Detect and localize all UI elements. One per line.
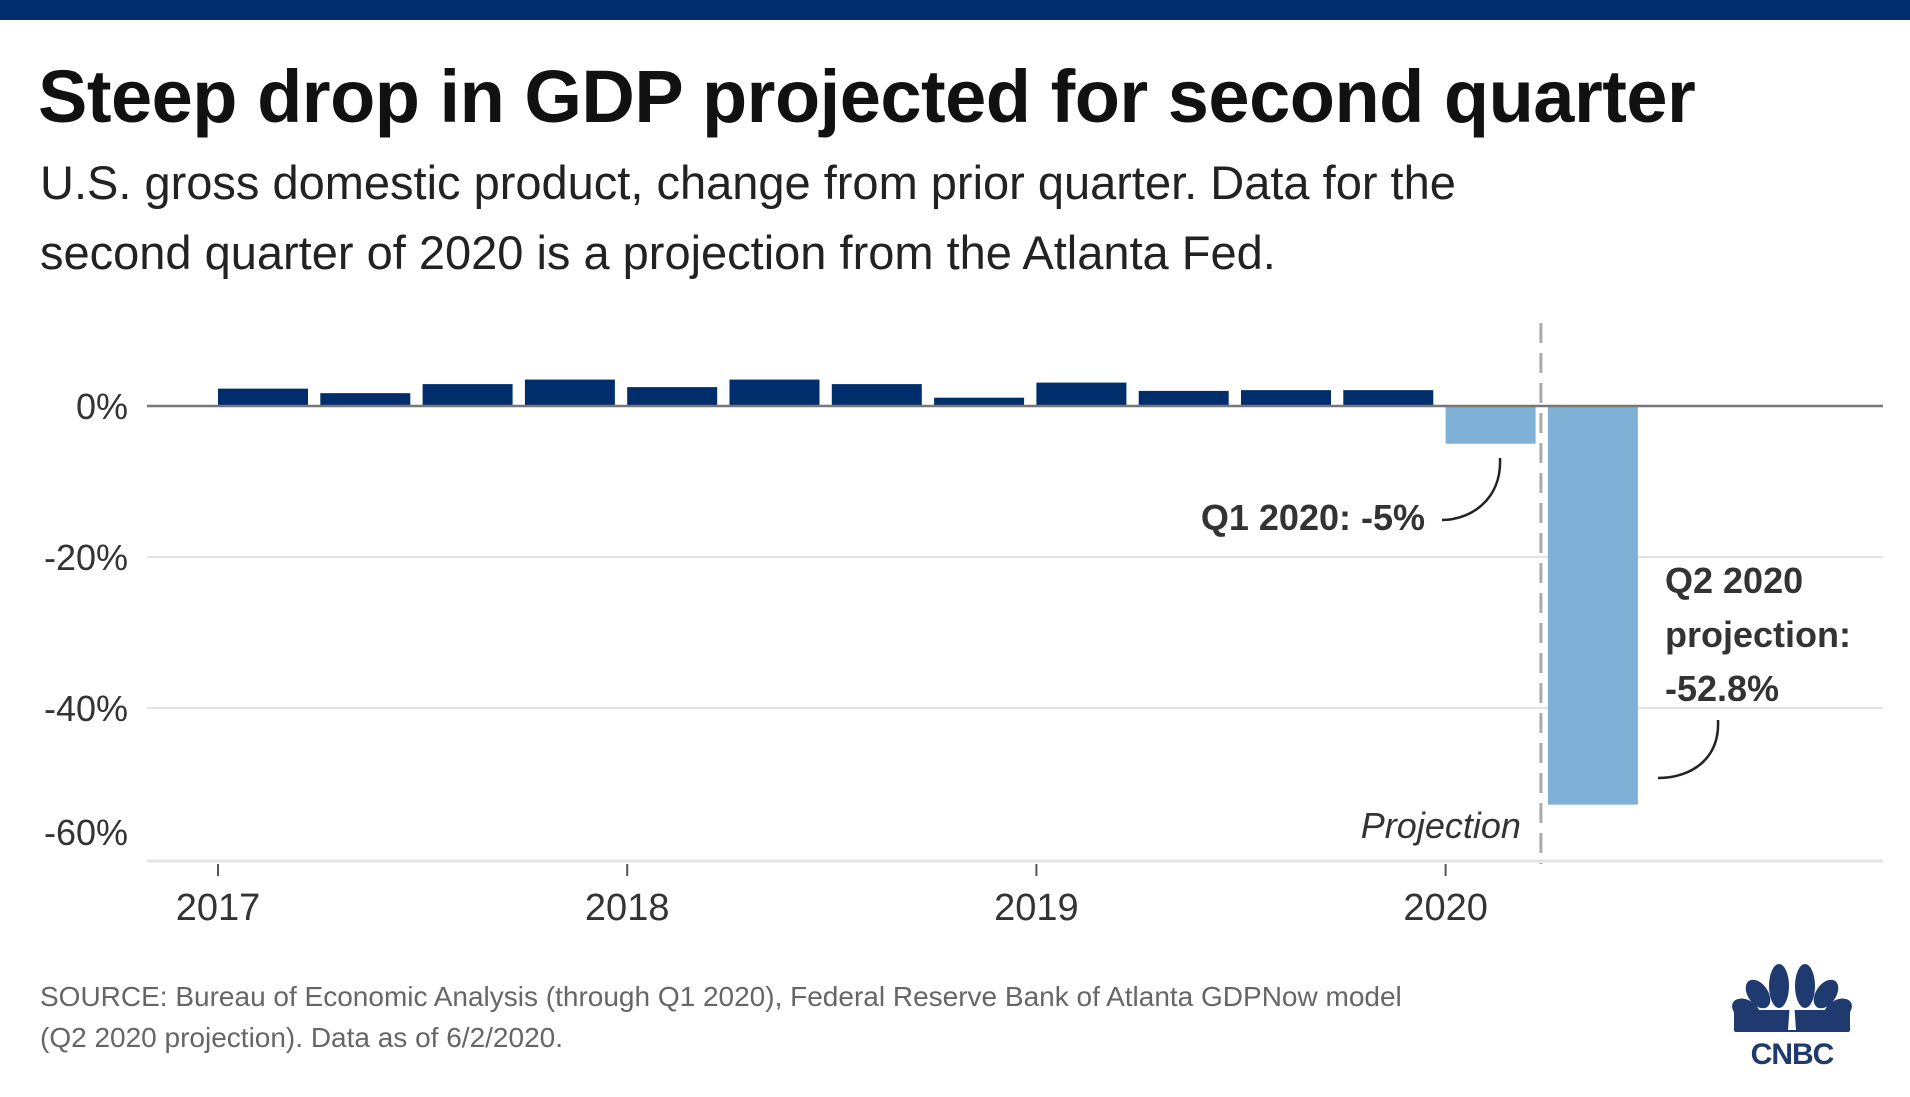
y-tick-label: -20% <box>44 537 128 578</box>
chart-title: Steep drop in GDP projected for second q… <box>38 55 1696 138</box>
cnbc-logo: CNBC <box>1732 964 1852 1068</box>
chart-subtitle: U.S. gross domestic product, change from… <box>40 148 1800 288</box>
x-tick-label: 2019 <box>994 887 1079 929</box>
annotation-q1-2020: Q1 2020: -5% <box>1201 497 1425 538</box>
bar-q3-2017 <box>422 384 513 406</box>
annotation-connector <box>1657 719 1720 780</box>
x-tick-label: 2017 <box>176 887 261 929</box>
source-line: SOURCE: Bureau of Economic Analysis (thr… <box>40 981 1402 1012</box>
gdp-bar-chart: 0% -20% -40% -60% 2017 2018 2019 2020 Projectio… <box>44 323 1883 929</box>
logo-wordmark: CNBC <box>1751 1038 1834 1068</box>
annotation-q2-2020-line: projection: <box>1665 614 1851 655</box>
bar-q1-2018 <box>627 387 718 406</box>
y-tick-label: -40% <box>44 688 128 729</box>
brand-top-bar <box>0 0 1910 20</box>
annotation-q2-2020-line: Q2 2020 <box>1665 560 1803 601</box>
subtitle-line: second quarter of 2020 is a projection f… <box>40 226 1276 279</box>
source-line: (Q2 2020 projection). Data as of 6/2/202… <box>40 1022 563 1053</box>
bar-q1-2019 <box>1036 382 1127 406</box>
bar-q3-2019 <box>1241 390 1331 406</box>
source-note: SOURCE: Bureau of Economic Analysis (thr… <box>40 976 1402 1058</box>
bar-q2-2017 <box>320 393 411 406</box>
bar-q2-2020 <box>1547 406 1638 805</box>
bar-q1-2017 <box>218 388 308 406</box>
bar-q4-2019 <box>1343 390 1434 406</box>
y-tick-label: -60% <box>44 812 128 853</box>
bar-q1-2020 <box>1445 406 1536 444</box>
bar-q4-2017 <box>524 379 615 406</box>
y-tick-label: 0% <box>76 386 128 427</box>
bar-q2-2018 <box>729 379 820 406</box>
annotation-connector <box>1441 457 1502 522</box>
projection-label: Projection <box>1361 805 1521 846</box>
x-tick-label: 2020 <box>1403 887 1488 929</box>
bar-q3-2018 <box>831 384 922 406</box>
x-tick-label: 2018 <box>585 887 670 929</box>
nbc-peacock-icon <box>1732 964 1852 1032</box>
annotation-q2-2020-line: -52.8% <box>1665 668 1779 709</box>
bar-q2-2019 <box>1138 390 1229 406</box>
bar-q4-2018 <box>934 397 1025 406</box>
subtitle-line: U.S. gross domestic product, change from… <box>40 156 1456 209</box>
